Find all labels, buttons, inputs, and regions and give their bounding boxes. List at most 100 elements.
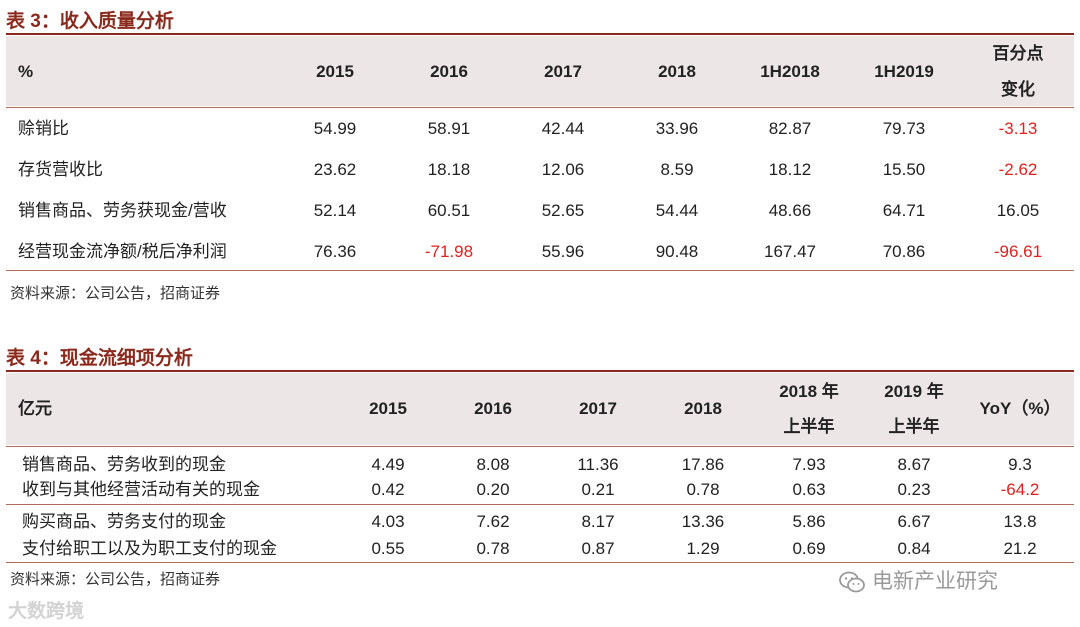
table4-header-h12019-line2: 上半年	[888, 417, 940, 436]
table3-header-change-line2: 变化	[1001, 80, 1035, 99]
table3-cell: 60.51	[427, 201, 471, 220]
table4-top-rule	[6, 370, 1074, 372]
table4-cell: 0.84	[897, 539, 931, 558]
table3-cell: 54.44	[655, 201, 699, 220]
table3-header-2016: 2016	[430, 62, 468, 81]
table3-cell: 12.06	[541, 160, 585, 179]
table4-row-label: 销售商品、劳务收到的现金	[22, 455, 226, 474]
table4-source: 资料来源：公司公告，招商证券	[10, 571, 221, 588]
table3-header-2015: 2015	[316, 62, 354, 81]
table4-cell: 4.49	[371, 455, 405, 474]
table4-cell: 7.93	[792, 455, 826, 474]
table3-header-rule	[6, 107, 1074, 108]
table3-bottom-rule	[6, 270, 1074, 271]
table3-cell: 54.99	[313, 119, 357, 138]
table4-header-unit: 亿元	[18, 399, 52, 418]
table3-change-cell: 16.05	[996, 201, 1040, 220]
table4-title: 表 4：现金流细项分析	[6, 348, 193, 369]
table4-cell: 0.20	[476, 480, 510, 499]
watermark-right: 电新产业研究	[838, 565, 998, 595]
table3-row-label: 存货营收比	[18, 160, 103, 179]
table3-header-2018: 2018	[658, 62, 696, 81]
table4-cell: 0.63	[792, 480, 826, 499]
table3-cell: 8.59	[660, 160, 694, 179]
table4-cell: 8.17	[581, 512, 615, 531]
table3-cell: 55.96	[541, 242, 585, 261]
table4-cell: 0.78	[476, 539, 510, 558]
table3-cell: 79.73	[882, 119, 926, 138]
table3-cell: 18.12	[768, 160, 812, 179]
table3-cell: 64.71	[882, 201, 926, 220]
table3-change-cell: -2.62	[998, 160, 1038, 179]
table4-header-2017: 2017	[579, 399, 617, 418]
table4-cell: 0.55	[371, 539, 405, 558]
table4-row-label: 支付给职工以及为职工支付的现金	[22, 539, 277, 558]
table3-cell: 52.65	[541, 201, 585, 220]
table3-title: 表 3：收入质量分析	[6, 11, 174, 32]
table3-row-label: 销售商品、劳务获现金/营收	[18, 201, 227, 220]
table3-cell: -71.98	[424, 242, 474, 261]
table4-header-2016: 2016	[474, 399, 512, 418]
table4-row-label: 购买商品、劳务支付的现金	[22, 512, 226, 531]
table4-cell: 0.23	[897, 480, 931, 499]
table3-header-2017: 2017	[544, 62, 582, 81]
table3-cell: 23.62	[313, 160, 357, 179]
table3-cell: 48.66	[768, 201, 812, 220]
table4-yoy-cell: 13.8	[1003, 512, 1037, 531]
table3-row-label: 经营现金流净额/税后净利润	[18, 242, 227, 261]
table4-cell: 13.36	[681, 512, 725, 531]
table3-cell: 90.48	[655, 242, 699, 261]
table4-row-label: 收到与其他经营活动有关的现金	[22, 480, 260, 499]
table4-cell: 0.42	[371, 480, 405, 499]
table4-cell: 5.86	[792, 512, 826, 531]
table4-header-band	[6, 373, 1074, 445]
table3-header-band	[6, 36, 1074, 106]
table3-change-cell: -3.13	[998, 119, 1038, 138]
table3-header-1h2018: 1H2018	[760, 62, 820, 81]
table4-cell: 8.08	[476, 455, 510, 474]
table4-header-h12018-line1: 2018 年	[779, 382, 839, 401]
table4-yoy-cell: 21.2	[1003, 539, 1037, 558]
wechat-icon	[839, 571, 865, 593]
table3-cell: 70.86	[882, 242, 926, 261]
table3-cell: 18.18	[427, 160, 471, 179]
table4-header-rule	[6, 446, 1074, 447]
table4-middle-rule	[6, 504, 1074, 505]
table4-header-h12019-line1: 2019 年	[884, 382, 944, 401]
table3-cell: 167.47	[764, 242, 816, 261]
table3-cell: 52.14	[313, 201, 357, 220]
table4-cell: 4.03	[371, 512, 405, 531]
table4-cell: 0.69	[792, 539, 826, 558]
table3-cell: 42.44	[541, 119, 585, 138]
watermark-right-text: 电新产业研究	[872, 570, 998, 593]
watermark-left: 大数跨境	[8, 596, 84, 623]
table4-header-2018: 2018	[684, 399, 722, 418]
table3-top-rule	[6, 33, 1074, 35]
table4-cell: 0.87	[581, 539, 615, 558]
table4-header-h12018-line2: 上半年	[783, 417, 835, 436]
table3-row-label: 赊销比	[18, 119, 69, 138]
table4-header-yoy: YoY（%）	[979, 399, 1061, 418]
table4-cell: 7.62	[476, 512, 510, 531]
table4-cell: 8.67	[897, 455, 931, 474]
table4-cell: 11.36	[577, 455, 619, 474]
table3-cell: 76.36	[313, 242, 357, 261]
table3-header-change-line1: 百分点	[992, 44, 1044, 63]
table3-change-cell: -96.61	[993, 242, 1043, 261]
table4-cell: 6.67	[897, 512, 931, 531]
table3-cell: 82.87	[768, 119, 812, 138]
table3-cell: 15.50	[882, 160, 926, 179]
table4-yoy-cell: -64.2	[1000, 480, 1040, 499]
table3-cell: 58.91	[427, 119, 471, 138]
table3-source: 资料来源：公司公告，招商证券	[10, 285, 221, 302]
table4-cell: 0.21	[581, 480, 615, 499]
watermark-left-text: 大数跨境	[8, 601, 85, 622]
table4-cell: 0.78	[686, 480, 720, 499]
table4-yoy-cell: 9.3	[1008, 455, 1032, 474]
table4-cell: 17.86	[681, 455, 725, 474]
table4-bottom-rule	[6, 562, 1074, 563]
table4-cell: 1.29	[686, 539, 720, 558]
table3-header-1h2019: 1H2019	[874, 62, 934, 81]
table4-header-2015: 2015	[369, 399, 407, 418]
table3-header-unit: %	[18, 62, 34, 81]
